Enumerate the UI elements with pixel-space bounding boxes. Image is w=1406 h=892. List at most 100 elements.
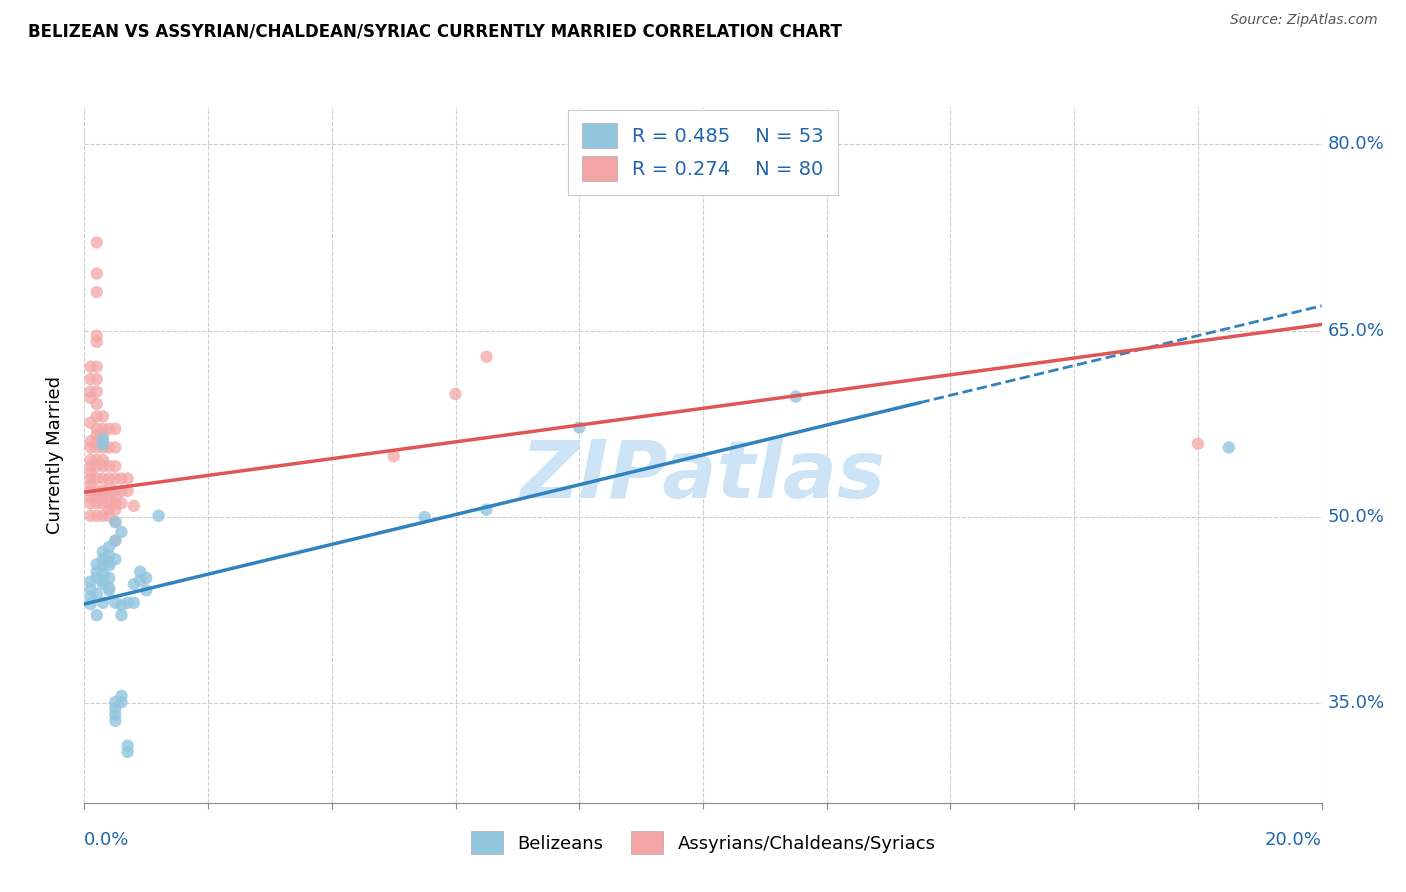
Point (79, 477, 101, 491)
Point (79, 416, 101, 430)
Point (104, 496, 127, 510)
Point (86, 428, 108, 442)
Point (91, 409, 114, 424)
Point (91, 577, 114, 591)
Point (135, 583, 157, 598)
Point (86, 471, 108, 485)
Point (104, 695, 127, 709)
Point (568, 420, 591, 434)
Point (91, 496, 114, 510)
Point (86, 490, 108, 504)
Point (135, 571, 157, 585)
Point (382, 449, 405, 463)
Point (79, 582, 101, 596)
Point (1218, 441, 1240, 455)
Point (86, 496, 108, 510)
Point (104, 533, 127, 548)
Point (79, 471, 101, 485)
Point (91, 422, 114, 436)
Y-axis label: Currently Married: Currently Married (45, 376, 63, 534)
Point (129, 574, 152, 588)
Point (104, 515, 127, 529)
Point (110, 471, 132, 485)
Point (91, 558, 114, 573)
Point (110, 695, 132, 709)
Point (91, 441, 114, 455)
Point (86, 384, 108, 399)
Point (98, 583, 121, 598)
Point (86, 565, 108, 579)
Point (98, 502, 121, 516)
Point (98, 508, 121, 523)
Point (86, 328, 108, 343)
Text: Source: ZipAtlas.com: Source: ZipAtlas.com (1230, 13, 1378, 28)
Point (86, 235, 108, 250)
Point (117, 471, 139, 485)
Point (98, 571, 121, 585)
Point (122, 499, 145, 513)
Point (79, 508, 101, 523)
Point (91, 567, 114, 582)
Point (86, 397, 108, 411)
Point (444, 387, 467, 401)
Point (98, 486, 121, 500)
Point (86, 359, 108, 374)
Point (104, 533, 127, 548)
Text: ZIPatlas: ZIPatlas (520, 437, 886, 515)
Point (91, 453, 114, 467)
Point (117, 739, 139, 753)
Point (91, 438, 114, 452)
Point (79, 459, 101, 474)
Point (148, 508, 170, 523)
Point (79, 372, 101, 386)
Point (475, 502, 498, 516)
Point (98, 459, 121, 474)
Point (98, 496, 121, 510)
Point (104, 483, 127, 498)
Point (79, 597, 101, 611)
Point (79, 590, 101, 604)
Point (91, 483, 114, 498)
Point (98, 549, 121, 563)
Point (98, 471, 121, 485)
Point (91, 545, 114, 559)
Point (86, 434, 108, 449)
Point (86, 441, 108, 455)
Point (104, 596, 127, 610)
Point (91, 459, 114, 474)
Point (104, 422, 127, 436)
Point (98, 558, 121, 573)
Point (79, 574, 101, 589)
Point (110, 496, 132, 510)
Point (104, 707, 127, 722)
Point (110, 524, 132, 539)
Point (86, 571, 108, 585)
Text: 80.0%: 80.0% (1327, 136, 1385, 153)
Point (91, 552, 114, 566)
Point (413, 510, 436, 524)
Point (110, 689, 132, 703)
Point (86, 459, 108, 474)
Point (91, 471, 114, 485)
Point (117, 483, 139, 498)
Text: 35.0%: 35.0% (1327, 694, 1385, 713)
Point (110, 599, 132, 613)
Point (79, 359, 101, 374)
Point (91, 574, 114, 588)
Point (104, 714, 127, 728)
Point (86, 453, 108, 467)
Point (110, 483, 132, 498)
Point (98, 422, 121, 436)
Point (91, 434, 114, 449)
Point (98, 581, 121, 595)
Point (98, 482, 121, 496)
Point (79, 466, 101, 480)
Text: 20.0%: 20.0% (1265, 830, 1322, 848)
Point (79, 483, 101, 498)
Point (110, 608, 132, 623)
Point (86, 608, 108, 623)
Text: BELIZEAN VS ASSYRIAN/CHALDEAN/SYRIAC CURRENTLY MARRIED CORRELATION CHART: BELIZEAN VS ASSYRIAN/CHALDEAN/SYRIAC CUR… (28, 22, 842, 40)
Point (104, 552, 127, 566)
Point (79, 434, 101, 449)
Point (785, 390, 807, 404)
